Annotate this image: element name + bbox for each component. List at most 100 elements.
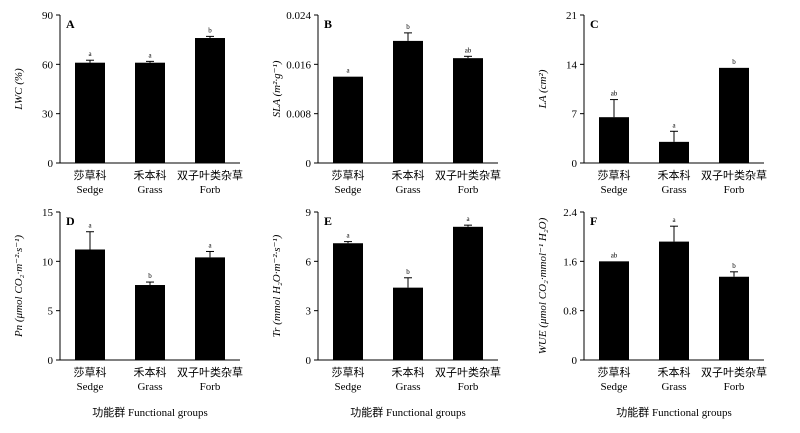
significance-label: b bbox=[208, 26, 212, 34]
significance-label: b bbox=[732, 58, 736, 66]
category-label: 莎草科 Sedge bbox=[332, 168, 365, 196]
y-tick-label: 14 bbox=[566, 59, 578, 71]
category-label: 禾本科 Grass bbox=[134, 365, 167, 393]
category-label: 禾本科 Grass bbox=[658, 168, 691, 196]
significance-label: ab bbox=[611, 90, 618, 98]
significance-label: ab bbox=[465, 46, 472, 54]
significance-label: ab bbox=[611, 251, 618, 259]
category-label: 双子叶类杂草 Forb bbox=[177, 168, 243, 196]
y-tick-label: 3 bbox=[306, 306, 312, 318]
category-label: 莎草科 Sedge bbox=[598, 168, 631, 196]
bar bbox=[75, 62, 105, 163]
y-tick-label: 0 bbox=[572, 355, 578, 367]
category-label: 莎草科 Sedge bbox=[74, 168, 107, 196]
category-label: 莎草科 Sedge bbox=[74, 365, 107, 393]
significance-label: a bbox=[346, 232, 350, 240]
y-tick-label: 21 bbox=[566, 10, 577, 22]
significance-label: a bbox=[346, 67, 350, 75]
x-axis-title: 功能群 Functional groups bbox=[92, 405, 208, 419]
bar bbox=[135, 62, 165, 163]
y-tick-label: 0.8 bbox=[563, 306, 577, 318]
category-label: 双子叶类杂草 Forb bbox=[435, 365, 501, 393]
significance-label: a bbox=[672, 121, 676, 129]
bar bbox=[75, 249, 105, 360]
panel-a: 0 30 60 90 A LWC (%) a 莎草科 Sedge a 禾本科 Grass b 双子叶类杂草… bbox=[13, 10, 243, 196]
category-label: 双子叶类杂草 Forb bbox=[177, 365, 243, 393]
y-tick-label: 6 bbox=[306, 256, 312, 268]
significance-label: a bbox=[208, 241, 212, 249]
bar bbox=[453, 58, 483, 163]
significance-label: a bbox=[148, 51, 152, 59]
panel-letter: B bbox=[324, 17, 332, 31]
x-axis-title: 功能群 Functional groups bbox=[616, 405, 732, 419]
significance-label: b bbox=[406, 23, 410, 31]
bar bbox=[453, 226, 483, 360]
panel-e: 0 3 6 9E Tr (mmol H₂O·m⁻²·s⁻¹) a 莎草科 Sedge b 禾本科 G… bbox=[271, 207, 501, 419]
y-axis-label: Pn (μmol CO₂·m⁻²·s⁻¹) bbox=[13, 235, 25, 338]
y-tick-label: 0 bbox=[572, 158, 578, 170]
category-label: 禾本科 Grass bbox=[392, 168, 425, 196]
category-label: 莎草科 Sedge bbox=[598, 365, 631, 393]
bar bbox=[333, 243, 363, 360]
bar bbox=[599, 261, 629, 360]
y-tick-label: 0.024 bbox=[286, 10, 311, 22]
bar bbox=[393, 287, 423, 360]
bar bbox=[659, 141, 689, 163]
y-axis-label: LA (cm²) bbox=[537, 69, 549, 109]
category-label: 禾本科 Grass bbox=[134, 168, 167, 196]
y-tick-label: 0 bbox=[306, 355, 312, 367]
y-tick-label: 90 bbox=[42, 10, 54, 22]
bar bbox=[333, 76, 363, 163]
y-tick-label: 0 bbox=[306, 158, 312, 170]
y-tick-label: 30 bbox=[42, 109, 54, 121]
y-tick-label: 0 bbox=[48, 355, 54, 367]
bar bbox=[195, 257, 225, 360]
y-tick-label: 1.6 bbox=[563, 256, 577, 268]
y-tick-label: 0.008 bbox=[286, 109, 311, 121]
category-label: 禾本科 Grass bbox=[658, 365, 691, 393]
x-axis-title: 功能群 Functional groups bbox=[350, 405, 466, 419]
bar bbox=[719, 276, 749, 360]
bar bbox=[719, 67, 749, 163]
significance-label: a bbox=[88, 50, 92, 58]
panel-b: 0 0.008 0.016 0.024 B SLA (m²·g⁻¹) a 莎草科 Sedge b 禾… bbox=[271, 10, 501, 196]
significance-label: a bbox=[466, 215, 470, 223]
y-tick-label: 15 bbox=[42, 207, 54, 219]
panel-letter: A bbox=[66, 17, 75, 31]
category-label: 禾本科 Grass bbox=[392, 365, 425, 393]
y-axis-label: Tr (mmol H₂O·m⁻²·s⁻¹) bbox=[271, 234, 283, 337]
panel-c: 0 7 14 21 C LA (cm²) ab 莎草科 Sedge a 禾本科 Grass b 双子叶类杂… bbox=[537, 10, 767, 196]
panel-d: 0 5 10 15 D Pn (μmol CO₂·m⁻²·s⁻¹) a 莎草科 Sedge b 禾本… bbox=[13, 207, 243, 419]
significance-label: a bbox=[672, 216, 676, 224]
significance-label: a bbox=[88, 222, 92, 230]
panel-letter: D bbox=[66, 214, 75, 228]
bar bbox=[393, 40, 423, 163]
panel-letter: E bbox=[324, 214, 332, 228]
significance-label: b bbox=[148, 272, 152, 280]
y-axis-label: LWC (%) bbox=[13, 68, 25, 111]
bar bbox=[599, 117, 629, 163]
bar bbox=[659, 241, 689, 360]
y-tick-label: 5 bbox=[48, 306, 54, 318]
category-label: 莎草科 Sedge bbox=[332, 365, 365, 393]
significance-label: b bbox=[406, 268, 410, 276]
category-label: 双子叶类杂草 Forb bbox=[701, 365, 767, 393]
category-label: 双子叶类杂草 Forb bbox=[435, 168, 501, 196]
panel-letter: F bbox=[590, 214, 597, 228]
y-tick-label: 9 bbox=[306, 207, 312, 219]
y-axis-label: SLA (m²·g⁻¹) bbox=[271, 60, 283, 117]
y-tick-label: 10 bbox=[42, 256, 54, 268]
y-tick-label: 7 bbox=[572, 109, 578, 121]
y-axis-label: WUE (μmol CO₂·mmol⁻¹ H₂O) bbox=[537, 217, 549, 354]
bar bbox=[135, 285, 165, 360]
category-label: 双子叶类杂草 Forb bbox=[701, 168, 767, 196]
y-tick-label: 60 bbox=[42, 59, 54, 71]
panel-letter: C bbox=[590, 17, 599, 31]
y-tick-label: 2.4 bbox=[563, 207, 577, 219]
y-tick-label: 0 bbox=[48, 158, 54, 170]
bar bbox=[195, 38, 225, 164]
y-tick-label: 0.016 bbox=[286, 59, 311, 71]
significance-label: b bbox=[732, 262, 736, 270]
